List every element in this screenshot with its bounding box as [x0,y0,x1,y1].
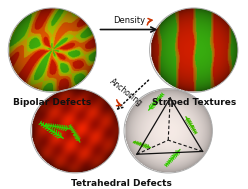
Text: Anchoring: Anchoring [108,77,144,108]
Text: Striped Textures: Striped Textures [152,98,236,107]
Text: Density: Density [113,16,145,25]
Text: Tetrahedral Defects: Tetrahedral Defects [71,179,172,188]
Text: Bipolar Defects: Bipolar Defects [13,98,92,107]
